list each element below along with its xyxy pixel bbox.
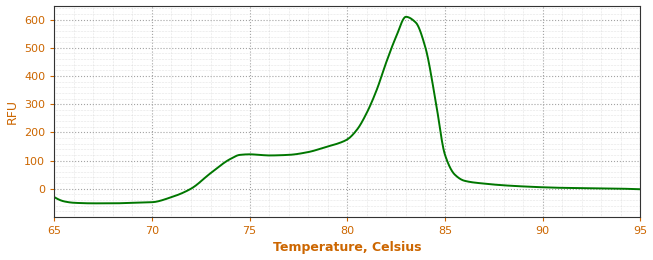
X-axis label: Temperature, Celsius: Temperature, Celsius bbox=[273, 242, 422, 255]
Y-axis label: RFU: RFU bbox=[6, 99, 18, 124]
